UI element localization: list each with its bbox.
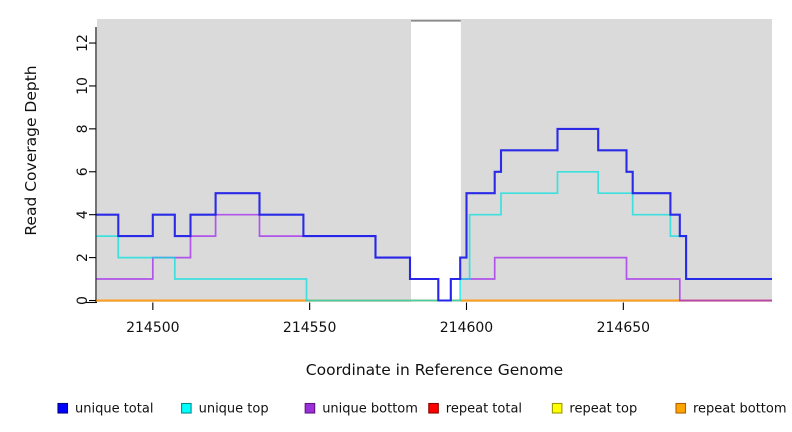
series-unique-top [96, 170, 772, 302]
legend-item-unique-bottom: unique bottom [304, 402, 418, 417]
legend-swatch-unique-bottom [304, 402, 316, 414]
x-axis-label: Coordinate in Reference Genome [306, 361, 563, 379]
legend-swatch-repeat-top [551, 402, 563, 414]
y-axis-label: Read Coverage Depth [22, 65, 40, 235]
x-tick-label: 214650 [597, 320, 650, 336]
legend-item-repeat-top: repeat top [551, 402, 637, 417]
legend-label: repeat top [569, 402, 637, 417]
series-unique-total [96, 127, 772, 302]
legend-item-unique-total: unique total [57, 402, 153, 417]
legend-label: repeat bottom [693, 402, 787, 417]
y-tick-label: 2 [75, 253, 91, 262]
legend-item-unique-top: unique top [181, 402, 269, 417]
y-tick-label: 0 [75, 296, 91, 305]
y-tick-label: 4 [75, 210, 91, 219]
legend-item-repeat-bottom: repeat bottom [675, 402, 787, 417]
y-tick-label: 10 [75, 77, 91, 95]
y-tick-label: 6 [75, 167, 91, 176]
repeat-gap-band [410, 19, 461, 302]
legend-label: unique top [199, 402, 269, 417]
x-tick-label: 214600 [440, 320, 493, 336]
legend-label: unique bottom [322, 402, 418, 417]
legend-swatch-unique-top [181, 402, 192, 414]
x-tick-label: 214500 [126, 320, 179, 336]
y-tick-label: 12 [75, 34, 91, 52]
legend-label: unique total [75, 402, 153, 417]
legend-item-repeat-total: repeat total [428, 402, 522, 417]
legend-label: repeat total [446, 402, 522, 417]
x-tick-label: 214550 [283, 320, 336, 336]
axes [85, 27, 624, 310]
legend-swatch-unique-total [57, 402, 69, 414]
legend: unique total unique top unique bottom repea… [57, 402, 787, 417]
y-tick-label: 8 [75, 124, 91, 133]
legend-swatch-repeat-total [428, 402, 439, 414]
legend-swatch-repeat-bottom [675, 402, 687, 414]
